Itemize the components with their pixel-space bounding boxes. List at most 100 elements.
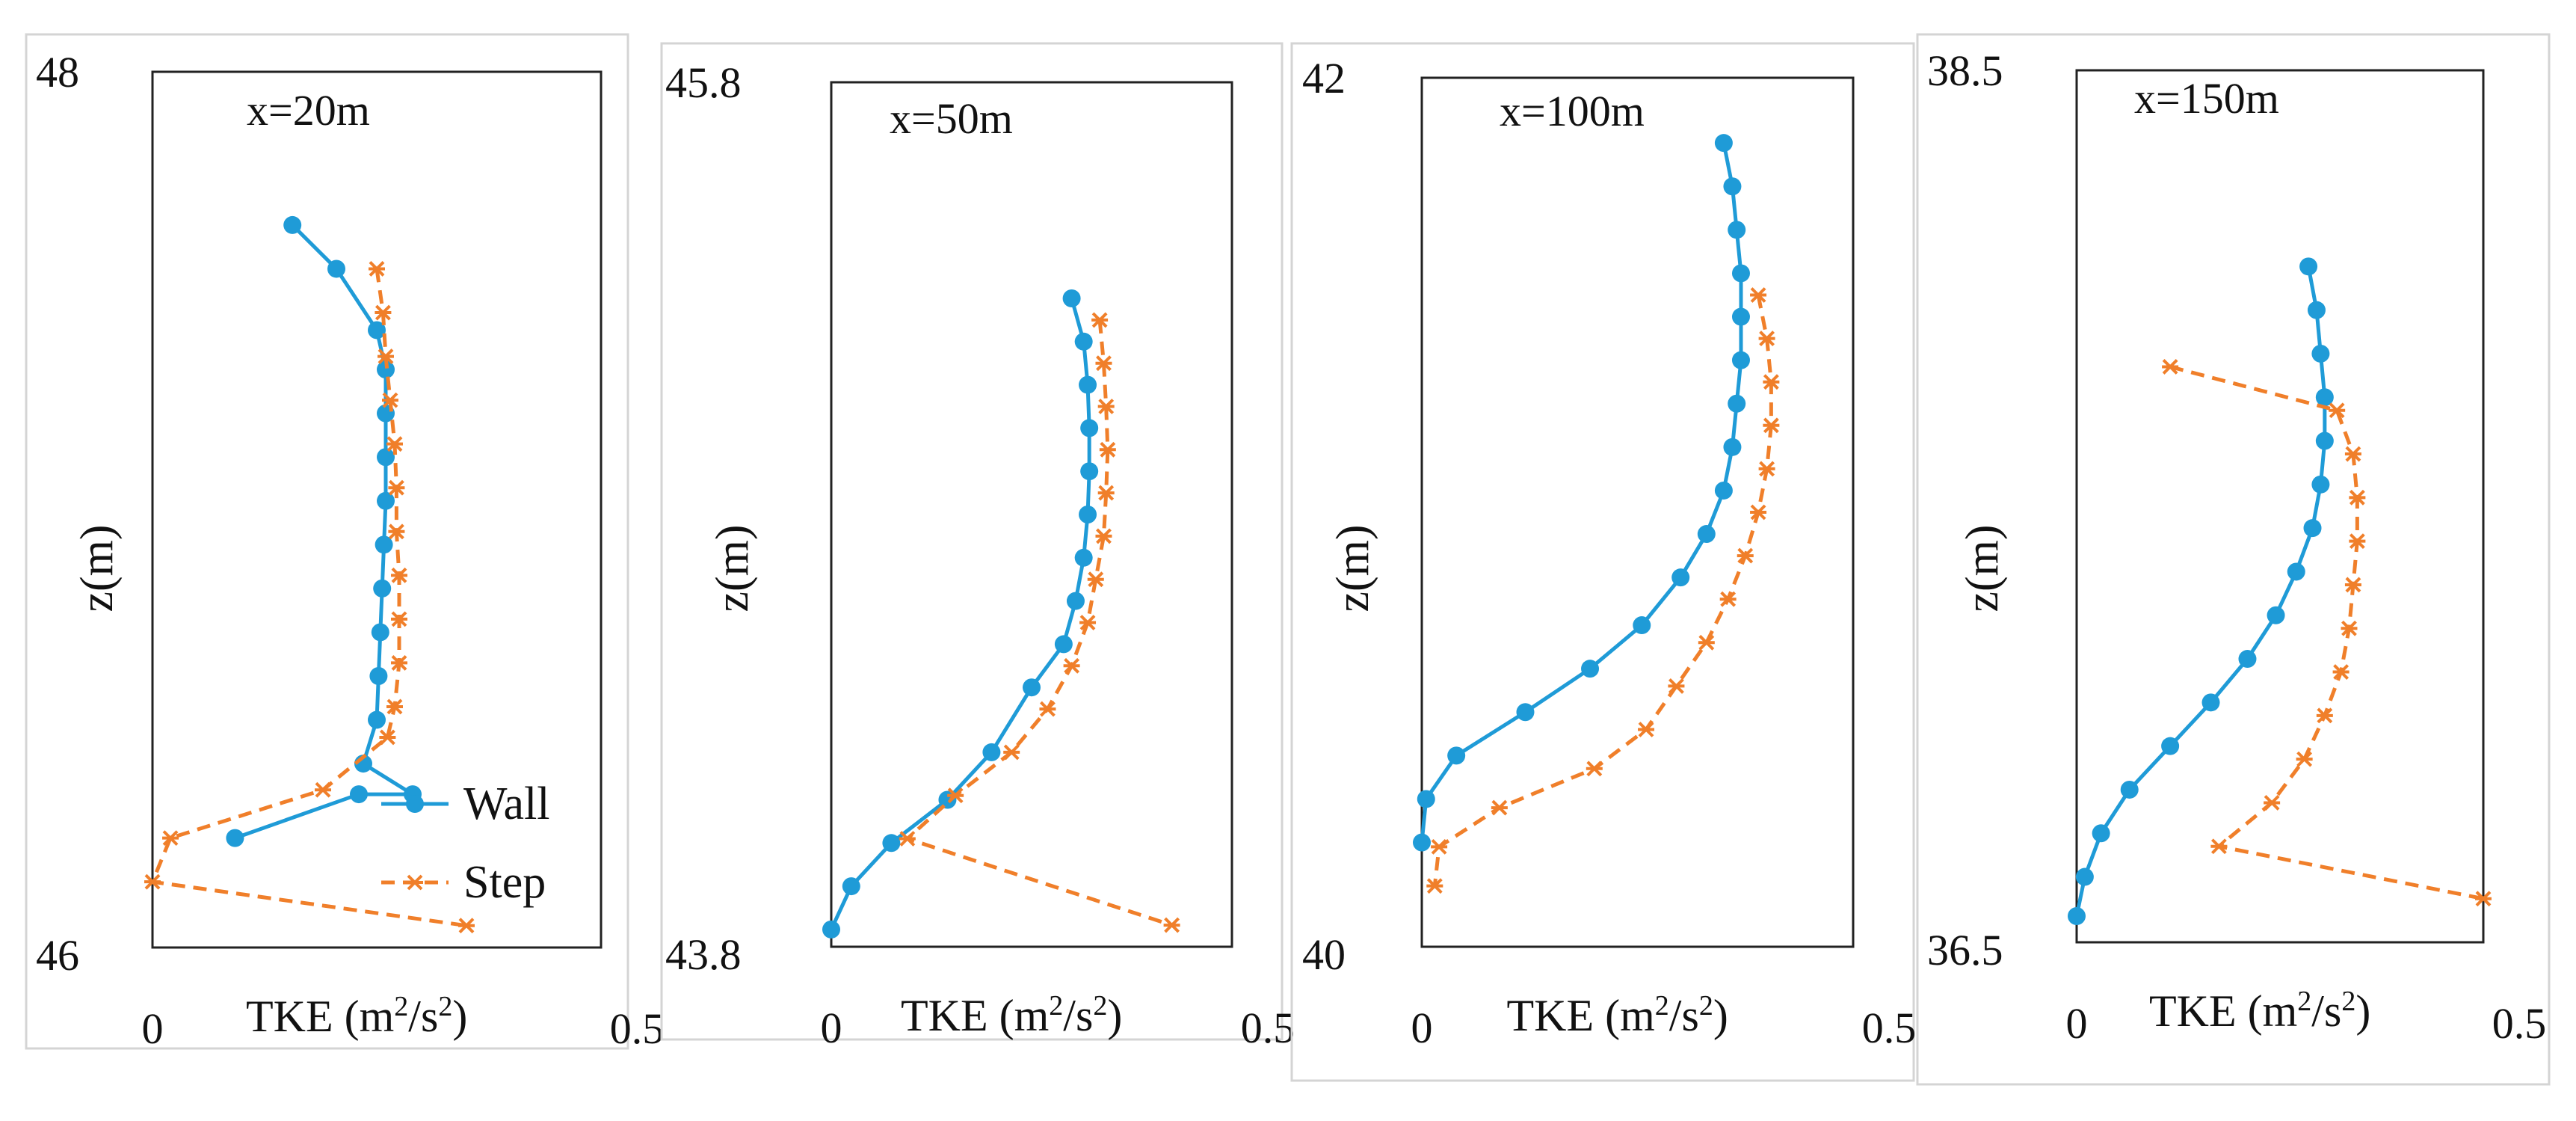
data-point-step	[1099, 441, 1116, 458]
data-point-wall	[982, 743, 1001, 761]
data-point-wall	[1417, 790, 1435, 808]
data-point-wall	[2287, 562, 2305, 581]
data-point-step	[1091, 312, 1109, 328]
data-point-wall	[368, 710, 386, 729]
data-point-step	[1758, 331, 1775, 347]
data-point-step	[2329, 402, 2346, 419]
x-tick-label-min: 0	[2066, 999, 2088, 1048]
data-point-wall	[377, 491, 395, 510]
data-point-step	[1750, 504, 1767, 520]
data-point-step	[2162, 359, 2179, 375]
data-point-step	[1758, 461, 1775, 477]
y-axis-label: z(m)	[1328, 524, 1378, 612]
data-point-step	[1003, 744, 1020, 761]
plot-area	[151, 70, 603, 949]
data-point-step	[369, 261, 385, 277]
data-point-wall	[1723, 437, 1742, 456]
data-point-wall	[1697, 525, 1716, 544]
chart-title: x=50m	[890, 94, 1013, 143]
data-point-step	[899, 831, 916, 847]
chart-title: x=20m	[247, 86, 370, 135]
legend-step-marker	[407, 874, 423, 891]
data-point-step	[2349, 489, 2366, 506]
data-point-step	[2475, 891, 2492, 907]
x-tick-label-max: 0.5	[2492, 999, 2547, 1048]
data-point-wall	[1728, 221, 1746, 239]
data-point-step	[1426, 878, 1443, 894]
y-tick-label-max: 48	[36, 48, 79, 96]
data-point-wall	[2092, 824, 2110, 843]
data-point-wall	[822, 920, 840, 939]
data-point-wall	[371, 623, 389, 642]
legend: Wall Step	[381, 778, 550, 908]
y-tick-label-max: 42	[1302, 54, 1346, 102]
data-point-step	[382, 392, 398, 408]
x-tick-label-min: 0	[821, 1004, 842, 1052]
data-point-wall	[1074, 332, 1093, 351]
x-tick-label-max: 0.5	[1241, 1004, 1295, 1052]
data-point-wall	[1671, 568, 1690, 587]
data-point-step	[144, 873, 161, 890]
data-point-wall	[1728, 394, 1746, 413]
data-point-step	[1750, 287, 1767, 303]
legend-step-label: Step	[463, 857, 546, 908]
data-point-wall	[2075, 867, 2094, 886]
data-point-step	[388, 479, 405, 496]
data-point-wall	[1080, 419, 1099, 437]
data-point-wall	[1023, 678, 1041, 697]
data-point-wall	[2311, 475, 2330, 494]
data-point-wall	[2161, 737, 2180, 755]
data-point-wall	[1714, 134, 1733, 153]
data-point-wall	[1723, 177, 1742, 196]
series-line-wall	[2074, 265, 2327, 917]
data-point-wall	[1062, 289, 1081, 307]
data-point-step	[1763, 374, 1780, 390]
data-point-step	[2264, 795, 2281, 811]
data-point-wall	[327, 259, 345, 278]
y-tick-label-min: 46	[36, 931, 79, 980]
data-point-wall	[2307, 301, 2326, 319]
data-point-wall	[1079, 375, 1097, 394]
chart-panel-4: x=150m 38.5 36.5 0 0.5 TKE (m2/s2) z(m)	[1916, 33, 2551, 1086]
data-point-wall	[283, 215, 302, 234]
data-point-wall	[1054, 635, 1073, 654]
data-point-step	[2349, 533, 2366, 550]
data-point-step	[2210, 838, 2228, 855]
x-axis-label: TKE (m2/s2)	[2149, 986, 2370, 1036]
data-point-step	[391, 567, 407, 583]
data-point-step	[1668, 678, 1685, 694]
data-point-step	[2341, 620, 2358, 636]
x-axis-label: TKE (m2/s2)	[901, 990, 1122, 1040]
data-point-step	[391, 611, 407, 627]
data-point-wall	[350, 785, 368, 804]
data-point-wall	[1074, 548, 1093, 567]
y-tick-label-min: 43.8	[665, 930, 742, 979]
data-point-wall	[842, 877, 860, 896]
data-point-wall	[2120, 780, 2139, 799]
y-axis-label: z(m)	[72, 524, 123, 612]
data-point-step	[162, 830, 179, 847]
x-tick-label-min: 0	[142, 1004, 164, 1053]
data-point-wall	[1714, 481, 1733, 500]
data-point-step	[1039, 701, 1056, 717]
data-point-step	[315, 781, 331, 798]
data-point-wall	[1581, 660, 1600, 678]
data-point-step	[1095, 355, 1112, 372]
plot-area	[830, 81, 1233, 948]
data-point-step	[1763, 417, 1780, 434]
data-point-step	[1095, 528, 1112, 544]
legend-wall-marker	[406, 795, 424, 813]
data-point-step	[1079, 615, 1097, 630]
data-point-step	[2344, 577, 2361, 593]
data-point-wall	[1447, 746, 1466, 765]
data-point-wall	[2299, 257, 2318, 276]
y-tick-label-min: 40	[1302, 930, 1346, 979]
data-point-step	[2316, 707, 2333, 724]
chart-panel-3: x=100m 42 40 0 0.5 TKE (m2/s2) z(m)	[1290, 42, 1916, 1082]
data-point-wall	[373, 579, 392, 598]
panel-border	[1916, 33, 2551, 1086]
data-point-step	[1638, 722, 1655, 737]
data-point-wall	[368, 321, 386, 340]
data-point-wall	[377, 448, 395, 467]
